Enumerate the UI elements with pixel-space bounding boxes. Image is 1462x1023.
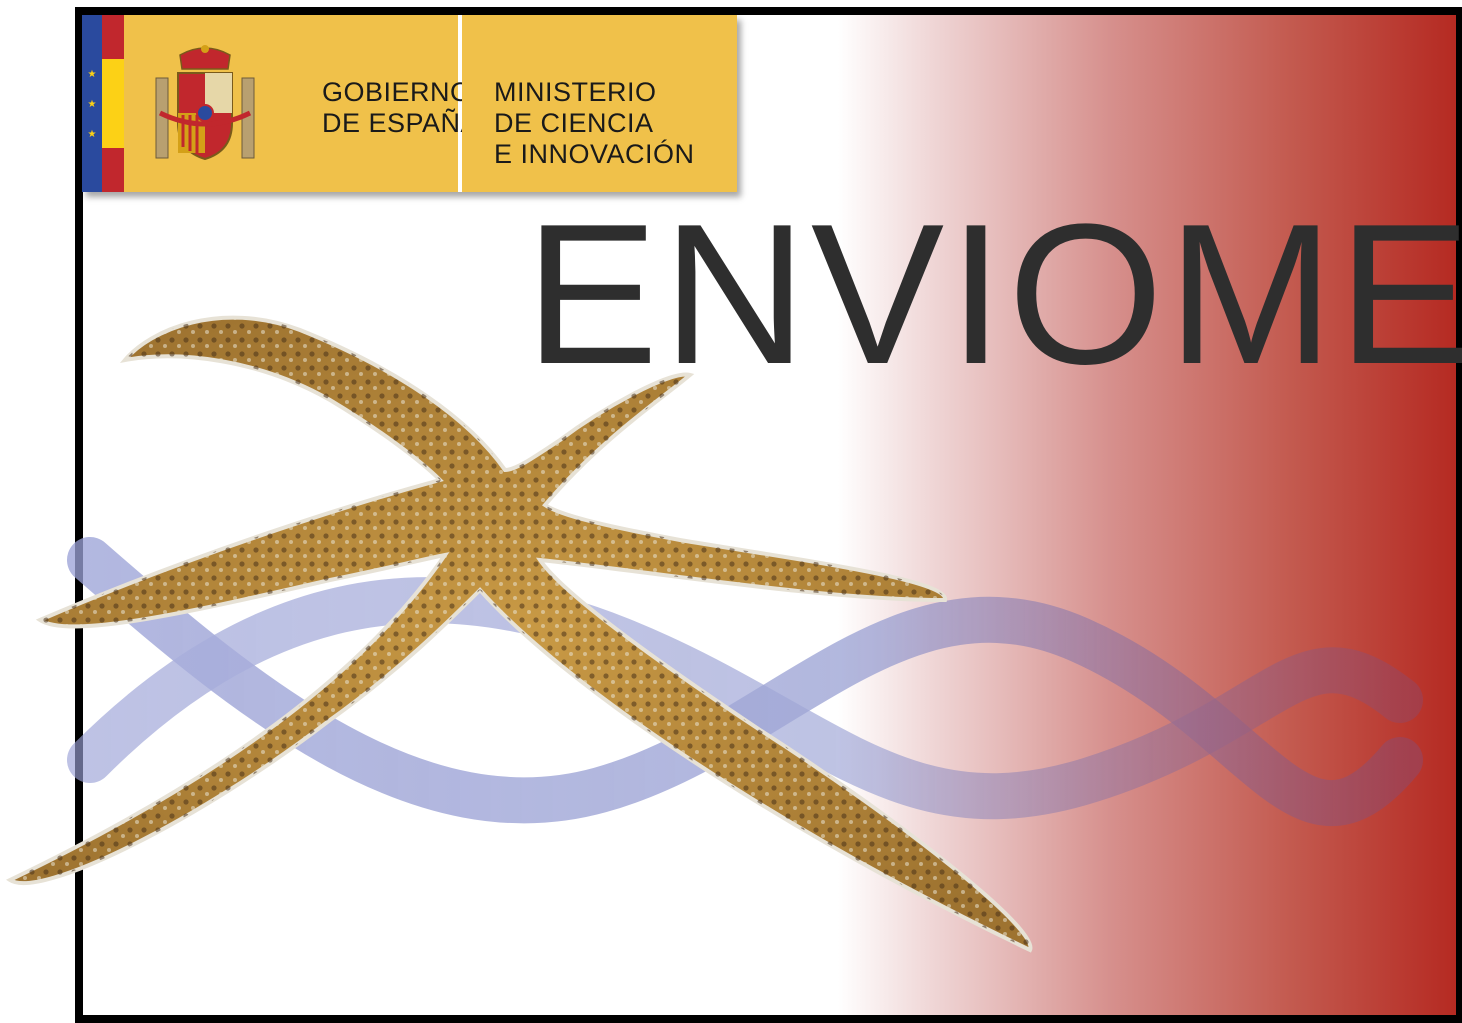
eu-stars-icon: ★ ★ ★: [82, 15, 124, 192]
starfish-image: [5, 315, 1033, 953]
government-panel: GOBIERNO DE ESPAÑA: [124, 15, 479, 192]
coat-of-arms-icon: [155, 45, 255, 161]
poster-title: ENVIOME: [525, 183, 1462, 406]
ministry-line-1: MINISTERIO: [494, 77, 657, 107]
svg-text:★: ★: [88, 99, 97, 110]
svg-text:★: ★: [88, 69, 97, 80]
government-line-2: DE ESPAÑA: [322, 108, 480, 138]
svg-text:★: ★: [88, 129, 97, 140]
government-name: GOBIERNO DE ESPAÑA: [322, 77, 479, 139]
government-line-1: GOBIERNO: [322, 77, 472, 107]
government-logo: ★ ★ ★ GOBIERNO DE ESPAÑA MINISTERIO DE C…: [82, 15, 737, 192]
ministry-name: MINISTERIO DE CIENCIA E INNOVACIÓN: [494, 77, 695, 170]
ministry-line-3: E INNOVACIÓN: [494, 139, 695, 169]
ministry-line-2: DE CIENCIA: [494, 108, 654, 138]
dna-helix-image: [67, 537, 1423, 868]
ministry-panel: MINISTERIO DE CIENCIA E INNOVACIÓN: [462, 15, 737, 192]
